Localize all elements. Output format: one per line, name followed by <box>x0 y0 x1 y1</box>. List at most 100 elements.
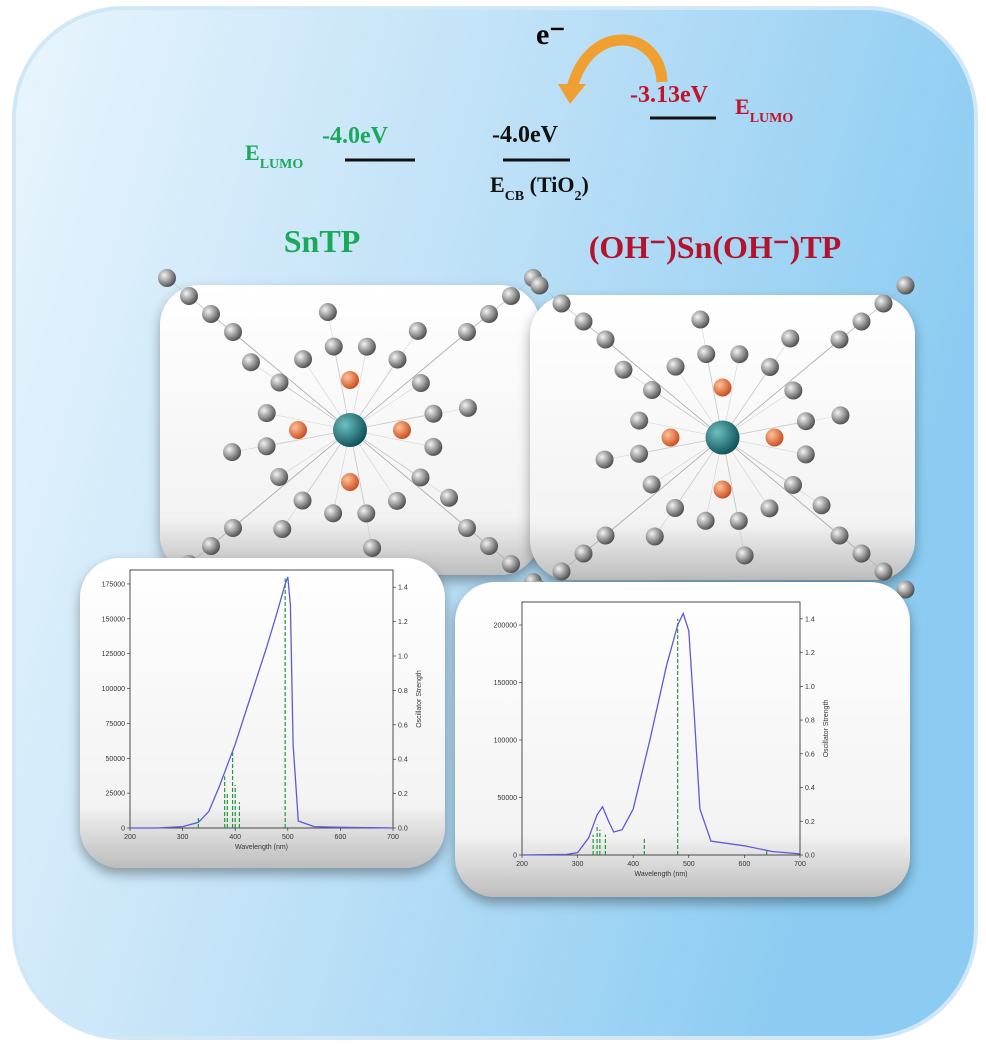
bond <box>281 429 351 530</box>
y2-axis-label: Oscillator Strength <box>823 700 830 758</box>
label-part: ) <box>581 172 588 197</box>
arrow-head <box>558 84 586 104</box>
y-tick-label: 75000 <box>106 721 126 728</box>
bond <box>349 429 373 548</box>
carbon-atom <box>796 445 815 464</box>
carbon-atom <box>552 294 571 313</box>
carbon-atom <box>830 526 849 545</box>
x-tick-label: 500 <box>282 834 294 841</box>
bond <box>349 407 468 431</box>
spectrum-panel <box>455 582 910 897</box>
carbon-atom <box>458 323 476 341</box>
carbon-atom <box>324 337 343 356</box>
bond <box>722 338 791 438</box>
carbon-atom <box>697 345 716 364</box>
bond <box>604 437 723 460</box>
absorption-curve <box>130 576 394 829</box>
y2-tick-label: 1.0 <box>398 654 408 661</box>
carbon-atom <box>224 323 242 341</box>
electron-label: e⁻ <box>536 18 565 51</box>
energy-value: -4.0eV <box>492 122 559 148</box>
y2-tick-label: 0.4 <box>805 785 815 792</box>
bond <box>605 437 723 536</box>
carbon-atom <box>502 287 520 305</box>
x-tick-label: 700 <box>794 861 806 868</box>
y-tick-label: 150000 <box>102 616 125 623</box>
y2-tick-label: 0.0 <box>398 826 408 833</box>
carbon-atom <box>411 374 430 393</box>
carbon-atom <box>363 538 382 557</box>
plot-frame <box>129 569 394 829</box>
y2-tick-label: 0.2 <box>398 791 408 798</box>
carbon-atom <box>357 504 376 523</box>
y2-tick-label: 1.4 <box>805 616 815 623</box>
carbon-atom <box>812 496 831 515</box>
nitrogen-atom <box>393 421 411 439</box>
x-tick-label: 200 <box>124 834 136 841</box>
carbon-atom <box>480 305 498 323</box>
label-part: E <box>735 94 750 119</box>
carbon-atom <box>645 527 664 546</box>
y-tick-label: 0 <box>121 826 125 833</box>
y-tick-label: 0 <box>513 853 517 860</box>
carbon-atom <box>784 381 803 400</box>
y2-tick-label: 1.2 <box>398 619 408 626</box>
nitrogen-atom <box>661 428 680 447</box>
carbon-atom <box>202 537 220 555</box>
bond <box>539 285 723 438</box>
y2-axis-label: Oscillator Strength <box>416 670 423 728</box>
carbon-atom <box>831 406 850 425</box>
y-tick-label: 150000 <box>494 680 517 687</box>
y-tick-label: 200000 <box>494 623 517 630</box>
bond <box>722 285 906 438</box>
x-tick-label: 600 <box>335 834 347 841</box>
y2-tick-label: 0.0 <box>805 853 815 860</box>
carbon-atom <box>424 437 443 456</box>
y2-tick-label: 0.4 <box>398 757 408 764</box>
x-tick-label: 600 <box>739 861 751 868</box>
bond <box>722 437 906 590</box>
y2-tick-label: 1.4 <box>398 585 408 592</box>
carbon-atom <box>388 350 407 369</box>
carbon-atom <box>440 488 459 507</box>
carbon-atom <box>273 520 292 539</box>
energy-value: -4.0eV <box>322 123 389 149</box>
carbon-atom <box>874 562 893 581</box>
carbon-atom <box>158 269 176 287</box>
y-tick-label: 50000 <box>106 756 126 763</box>
y2-tick-label: 0.6 <box>805 751 815 758</box>
carbon-atom <box>502 555 520 573</box>
carbon-atom <box>202 305 220 323</box>
tin-atom <box>705 420 740 455</box>
carbon-atom <box>630 411 649 430</box>
bond <box>623 369 723 438</box>
absorption-curve <box>521 611 801 856</box>
nitrogen-atom <box>713 480 732 499</box>
carbon-atom <box>896 276 915 295</box>
carbon-atom <box>294 350 313 369</box>
carbon-atom <box>730 345 749 364</box>
bond <box>349 429 450 499</box>
compound-name: (OH⁻)Sn(OH⁻)TP <box>589 229 841 265</box>
bond <box>349 429 468 529</box>
carbon-atom <box>666 357 685 376</box>
nitrogen-atom <box>289 421 307 439</box>
x-tick-label: 400 <box>229 834 241 841</box>
carbon-atom <box>480 537 498 555</box>
carbon-atom <box>696 511 715 530</box>
label-part: E <box>245 140 260 165</box>
carbon-atom <box>324 504 343 523</box>
carbon-atom <box>270 373 289 392</box>
y2-tick-label: 0.8 <box>398 688 408 695</box>
bond <box>722 437 822 506</box>
nitrogen-atom <box>713 378 732 397</box>
bond <box>539 437 723 590</box>
y2-tick-label: 1.0 <box>805 684 815 691</box>
x-axis-label: Wavelength (nm) <box>634 871 687 878</box>
carbon-atom <box>408 321 427 340</box>
y-tick-label: 50000 <box>498 795 518 802</box>
carbon-atom <box>666 499 685 518</box>
bond <box>654 437 723 537</box>
carbon-atom <box>241 353 260 372</box>
